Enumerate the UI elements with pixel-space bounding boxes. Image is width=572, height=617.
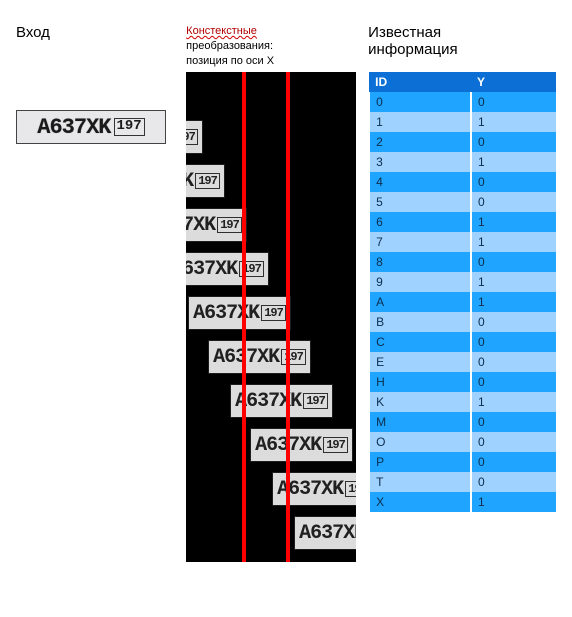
table-cell: 0 <box>471 412 556 432</box>
transform-plate-4: A637XK197 <box>186 252 269 286</box>
table-cell: 1 <box>471 272 556 292</box>
table-row: X1 <box>369 492 556 512</box>
input-plate: A637XK 197 <box>16 110 166 144</box>
transform-plate-9: A637XK197 <box>272 472 356 506</box>
transform-plate-6: A637XK197 <box>208 340 311 374</box>
table-cell: X <box>369 492 471 512</box>
table-cell: 1 <box>369 112 471 132</box>
table-cell: 0 <box>369 92 471 112</box>
table-row: 71 <box>369 232 556 252</box>
table-cell: 0 <box>471 132 556 152</box>
transform-plate-1: A637XK197 <box>186 120 203 154</box>
table-cell: B <box>369 312 471 332</box>
table-cell: 4 <box>369 172 471 192</box>
column-input: Вход A637XK 197 <box>16 16 174 144</box>
known-info-table: IDY 00112031405061718091A1B0C0E0H0K1M0O0… <box>368 72 556 512</box>
table-cell: 1 <box>471 292 556 312</box>
column-table: Известная информация IDY 001120314050617… <box>368 16 556 512</box>
table-body: 00112031405061718091A1B0C0E0H0K1M0O0P0T0… <box>369 92 556 512</box>
transform-red-line-1 <box>242 72 246 562</box>
table-cell: 0 <box>471 312 556 332</box>
table-cell: 0 <box>471 352 556 372</box>
table-cell: 0 <box>471 472 556 492</box>
transform-plate-3: A637XK197 <box>186 208 247 242</box>
table-cell: C <box>369 332 471 352</box>
table-cell: 0 <box>471 452 556 472</box>
table-header-row: IDY <box>369 72 556 92</box>
table-row: 11 <box>369 112 556 132</box>
table-row: 80 <box>369 252 556 272</box>
table-cell: 1 <box>471 492 556 512</box>
table-row: H0 <box>369 372 556 392</box>
plate-region-text: 197 <box>114 118 145 135</box>
table-cell: 3 <box>369 152 471 172</box>
table-row: A1 <box>369 292 556 312</box>
table-cell: 0 <box>471 172 556 192</box>
table-row: M0 <box>369 412 556 432</box>
table-cell: 1 <box>471 112 556 132</box>
transform-plate-10: A637XK197 <box>294 516 356 550</box>
table-cell: E <box>369 352 471 372</box>
table-cell: 5 <box>369 192 471 212</box>
transform-plate-8: A637XK197 <box>250 428 353 462</box>
heading-table: Известная информация <box>368 16 556 72</box>
heading-transform: Констекстные преобразования: позиция по … <box>186 16 356 72</box>
table-row: 91 <box>369 272 556 292</box>
table-cell: 7 <box>369 232 471 252</box>
table-row: 40 <box>369 172 556 192</box>
table-row: 61 <box>369 212 556 232</box>
table-cell: 0 <box>471 372 556 392</box>
table-cell: 0 <box>471 92 556 112</box>
table-cell: 1 <box>471 152 556 172</box>
table-cell: 0 <box>471 192 556 212</box>
table-cell: H <box>369 372 471 392</box>
table-row: P0 <box>369 452 556 472</box>
table-cell: K <box>369 392 471 412</box>
transform-visual: A637XK197 A637XK197 A637XK197 A637XK197 A637… <box>186 72 356 562</box>
table-cell: 8 <box>369 252 471 272</box>
heading-input: Вход <box>16 16 174 72</box>
table-cell: 2 <box>369 132 471 152</box>
transform-plate-2: A637XK197 <box>186 164 225 198</box>
table-header-cell: ID <box>369 72 471 92</box>
table-row: T0 <box>369 472 556 492</box>
table-cell: T <box>369 472 471 492</box>
table-row: 00 <box>369 92 556 112</box>
table-cell: A <box>369 292 471 312</box>
table-row: 20 <box>369 132 556 152</box>
table-cell: 6 <box>369 212 471 232</box>
table-cell: 0 <box>471 252 556 272</box>
table-cell: 1 <box>471 212 556 232</box>
table-row: C0 <box>369 332 556 352</box>
table-cell: O <box>369 432 471 452</box>
heading-transform-rest: преобразования: позиция по оси X <box>186 40 274 67</box>
plate-main-text: A637XK <box>37 115 110 140</box>
table-row: O0 <box>369 432 556 452</box>
table-cell: P <box>369 452 471 472</box>
table-row: B0 <box>369 312 556 332</box>
table-row: E0 <box>369 352 556 372</box>
heading-transform-redword: Констекстные <box>186 25 257 37</box>
column-transform: Констекстные преобразования: позиция по … <box>186 16 356 562</box>
transform-red-line-2 <box>286 72 290 562</box>
table-row: 31 <box>369 152 556 172</box>
table-header-cell: Y <box>471 72 556 92</box>
table-cell: M <box>369 412 471 432</box>
table-cell: 1 <box>471 232 556 252</box>
transform-plate-5: A637XK197 <box>188 296 291 330</box>
table-cell: 1 <box>471 392 556 412</box>
layout-row: Вход A637XK 197 Констекстные преобразова… <box>16 16 556 562</box>
table-row: 50 <box>369 192 556 212</box>
table-cell: 9 <box>369 272 471 292</box>
table-cell: 0 <box>471 332 556 352</box>
table-row: K1 <box>369 392 556 412</box>
table-cell: 0 <box>471 432 556 452</box>
